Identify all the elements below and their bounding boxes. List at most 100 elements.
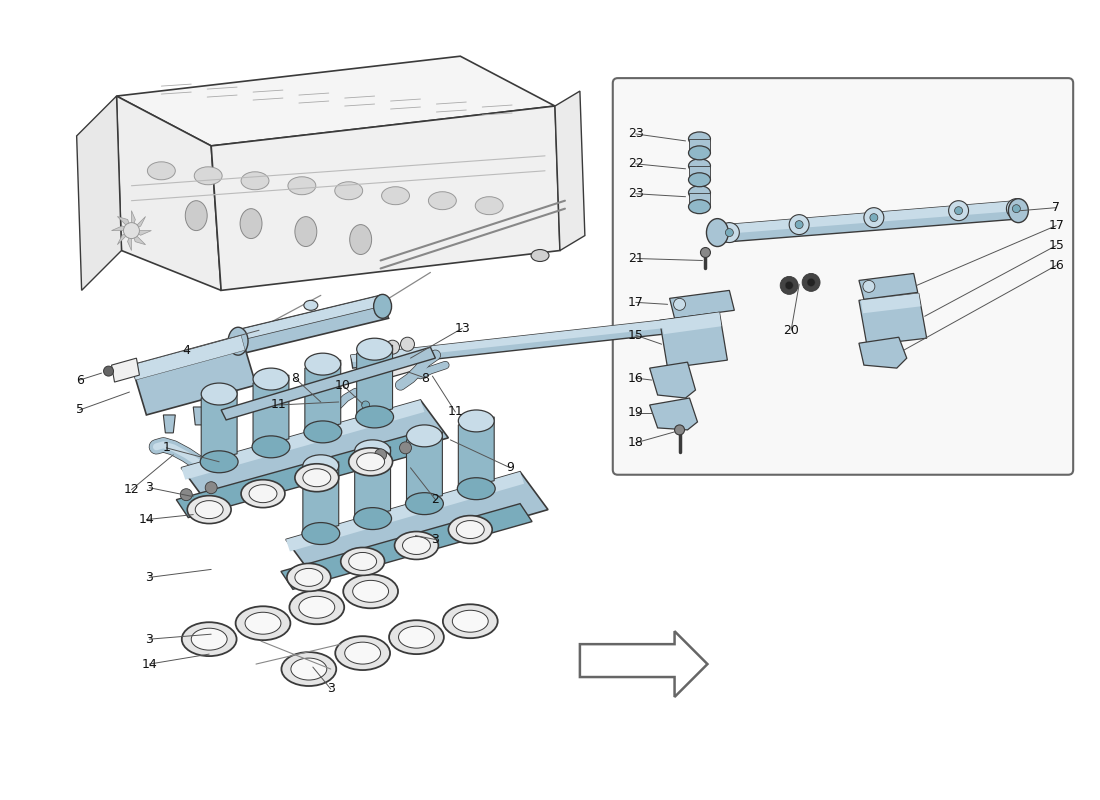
Text: 22: 22 [628, 158, 643, 170]
Text: 2: 2 [431, 493, 439, 506]
Text: 3: 3 [145, 571, 153, 584]
Polygon shape [132, 230, 145, 245]
Ellipse shape [407, 425, 442, 447]
Text: 4: 4 [183, 344, 190, 357]
Polygon shape [650, 362, 695, 398]
Ellipse shape [689, 146, 711, 160]
Circle shape [795, 221, 803, 229]
Circle shape [725, 229, 734, 237]
Ellipse shape [428, 192, 456, 210]
Circle shape [719, 222, 739, 242]
Circle shape [358, 397, 374, 413]
Ellipse shape [456, 521, 484, 538]
Ellipse shape [689, 186, 711, 200]
Ellipse shape [344, 642, 381, 664]
Polygon shape [118, 230, 132, 245]
Ellipse shape [406, 493, 443, 514]
Text: 14: 14 [142, 658, 157, 670]
Text: 3: 3 [145, 633, 153, 646]
Text: 3: 3 [327, 682, 334, 695]
Polygon shape [859, 338, 906, 368]
Text: 8: 8 [421, 371, 429, 385]
Circle shape [674, 425, 684, 435]
Polygon shape [689, 166, 711, 180]
Text: 12: 12 [123, 483, 140, 496]
Ellipse shape [398, 626, 434, 648]
Ellipse shape [147, 162, 175, 180]
Ellipse shape [282, 652, 337, 686]
Text: 14: 14 [139, 513, 154, 526]
Circle shape [802, 274, 821, 291]
Circle shape [673, 298, 685, 310]
Text: 1: 1 [163, 442, 170, 454]
Polygon shape [689, 193, 711, 206]
Circle shape [386, 340, 399, 354]
Circle shape [362, 401, 370, 409]
Ellipse shape [304, 300, 318, 310]
Ellipse shape [241, 172, 270, 190]
Ellipse shape [403, 537, 430, 554]
Ellipse shape [187, 496, 231, 523]
Polygon shape [117, 56, 556, 146]
Text: 17: 17 [628, 296, 643, 309]
Polygon shape [211, 106, 560, 290]
Text: 9: 9 [506, 462, 514, 474]
Ellipse shape [374, 294, 392, 318]
Ellipse shape [295, 217, 317, 246]
Circle shape [206, 482, 217, 494]
Text: 3: 3 [431, 533, 439, 546]
Ellipse shape [252, 436, 290, 458]
Text: 16: 16 [628, 371, 643, 385]
Polygon shape [286, 472, 524, 551]
Circle shape [1006, 198, 1026, 218]
Circle shape [399, 442, 411, 454]
Circle shape [862, 281, 874, 292]
Polygon shape [286, 472, 548, 578]
Polygon shape [580, 631, 707, 697]
Ellipse shape [289, 590, 344, 624]
Polygon shape [117, 96, 221, 290]
Ellipse shape [349, 448, 393, 476]
Ellipse shape [350, 225, 372, 254]
Polygon shape [407, 432, 442, 504]
Ellipse shape [290, 658, 327, 680]
Text: 18: 18 [628, 436, 643, 450]
Ellipse shape [240, 209, 262, 238]
Circle shape [1012, 205, 1021, 213]
Ellipse shape [459, 410, 494, 432]
Text: 17: 17 [1048, 219, 1064, 232]
Polygon shape [356, 345, 393, 417]
Polygon shape [354, 447, 390, 518]
Ellipse shape [336, 636, 390, 670]
Circle shape [400, 338, 415, 351]
Text: 16: 16 [1048, 259, 1064, 272]
Polygon shape [714, 201, 1023, 242]
Circle shape [103, 366, 113, 376]
Polygon shape [305, 360, 341, 432]
Circle shape [701, 247, 711, 258]
Ellipse shape [249, 485, 277, 502]
Ellipse shape [689, 159, 711, 173]
Ellipse shape [382, 186, 409, 205]
Text: 5: 5 [76, 403, 84, 417]
Polygon shape [661, 312, 722, 334]
Ellipse shape [288, 177, 316, 194]
Ellipse shape [689, 132, 711, 146]
Text: 11: 11 [271, 398, 287, 411]
Ellipse shape [302, 469, 331, 486]
Polygon shape [163, 415, 175, 433]
Polygon shape [182, 400, 449, 506]
Ellipse shape [449, 515, 492, 543]
Ellipse shape [295, 569, 322, 586]
Polygon shape [302, 462, 339, 534]
Text: 23: 23 [628, 127, 643, 141]
Polygon shape [556, 91, 585, 250]
Circle shape [948, 201, 968, 221]
Ellipse shape [253, 368, 289, 390]
Polygon shape [351, 318, 682, 368]
Text: 15: 15 [628, 329, 643, 342]
Ellipse shape [245, 612, 280, 634]
Text: 10: 10 [334, 378, 351, 391]
Circle shape [180, 489, 192, 501]
Polygon shape [714, 201, 1021, 234]
